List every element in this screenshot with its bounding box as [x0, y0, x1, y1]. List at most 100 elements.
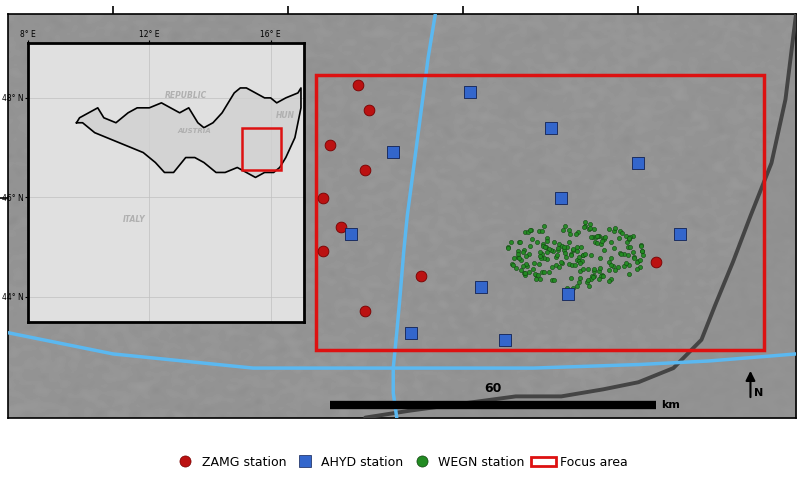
Point	[594, 254, 606, 262]
Point	[572, 228, 585, 236]
Point	[630, 258, 643, 266]
Point	[634, 263, 647, 271]
Point	[531, 238, 544, 246]
Point	[562, 260, 575, 268]
Point	[588, 225, 601, 232]
Text: N: N	[754, 388, 763, 398]
Point	[572, 257, 585, 264]
Point	[566, 246, 579, 253]
Point	[583, 283, 596, 290]
Point	[499, 336, 512, 344]
Point	[586, 273, 599, 281]
Point	[505, 238, 518, 246]
Point	[576, 251, 589, 258]
Point	[588, 272, 601, 279]
Point	[613, 234, 626, 241]
Point	[598, 235, 611, 242]
Point	[530, 271, 542, 279]
Point	[554, 258, 567, 266]
Point	[571, 247, 584, 254]
Point	[568, 261, 581, 269]
Point	[317, 248, 330, 255]
Point	[563, 230, 576, 238]
Point	[632, 159, 645, 167]
Point	[562, 239, 575, 246]
Point	[548, 238, 561, 246]
Point	[593, 232, 606, 240]
Point	[577, 264, 590, 272]
Point	[553, 240, 566, 248]
Point	[591, 232, 604, 240]
Point	[502, 244, 514, 252]
Point	[539, 243, 552, 251]
Point	[576, 257, 589, 264]
Point	[506, 260, 518, 268]
Point	[513, 254, 526, 262]
Point	[518, 228, 531, 236]
Point	[614, 227, 626, 234]
Point	[537, 243, 550, 251]
Point	[502, 243, 514, 251]
Point	[387, 148, 400, 156]
Point	[583, 224, 596, 232]
Point	[555, 194, 568, 202]
Point	[604, 275, 617, 283]
Point	[507, 254, 520, 262]
Point	[620, 232, 633, 240]
Text: ITALY: ITALY	[123, 215, 146, 224]
Text: REPUBLIC: REPUBLIC	[165, 91, 207, 100]
Point	[577, 251, 590, 259]
Point	[590, 239, 603, 246]
Point	[513, 239, 526, 246]
Point	[541, 255, 554, 263]
Point	[345, 230, 358, 238]
Point	[578, 222, 591, 230]
Point	[570, 243, 583, 251]
Point	[512, 247, 525, 254]
Point	[590, 233, 602, 240]
Point	[514, 256, 527, 264]
Point	[602, 225, 615, 233]
Point	[613, 249, 626, 256]
Point	[650, 258, 662, 266]
Point	[624, 233, 637, 241]
Point	[547, 247, 560, 254]
Point	[594, 264, 607, 272]
Point	[528, 270, 541, 278]
Legend: ZAMG station, AHYD station, WEGN station, Focus area: ZAMG station, AHYD station, WEGN station…	[168, 451, 632, 474]
Point	[559, 223, 572, 230]
Point	[545, 124, 558, 132]
Point	[334, 223, 347, 230]
Point	[546, 264, 558, 271]
Point	[352, 81, 365, 89]
Point	[598, 233, 611, 241]
Point	[582, 276, 595, 284]
Point	[518, 246, 531, 253]
Point	[635, 247, 648, 255]
Point	[534, 254, 547, 262]
Point	[607, 263, 620, 270]
Point	[585, 233, 598, 240]
Point	[622, 234, 635, 241]
Point	[634, 242, 647, 250]
Point	[587, 265, 600, 273]
Point	[555, 260, 568, 267]
Point	[616, 229, 629, 237]
Point	[584, 252, 597, 259]
Point	[621, 238, 634, 245]
Point	[561, 243, 574, 251]
Point	[622, 243, 634, 251]
Point	[622, 251, 634, 259]
Point	[512, 253, 525, 261]
Point	[574, 267, 586, 275]
Point	[570, 256, 583, 264]
Point	[614, 250, 627, 258]
Point	[514, 266, 527, 274]
Point	[627, 253, 640, 261]
Point	[574, 259, 587, 267]
Point	[550, 251, 563, 258]
Text: HUN: HUN	[276, 111, 295, 120]
Text: 60: 60	[484, 382, 502, 395]
Point	[590, 232, 603, 240]
Point	[464, 88, 477, 96]
